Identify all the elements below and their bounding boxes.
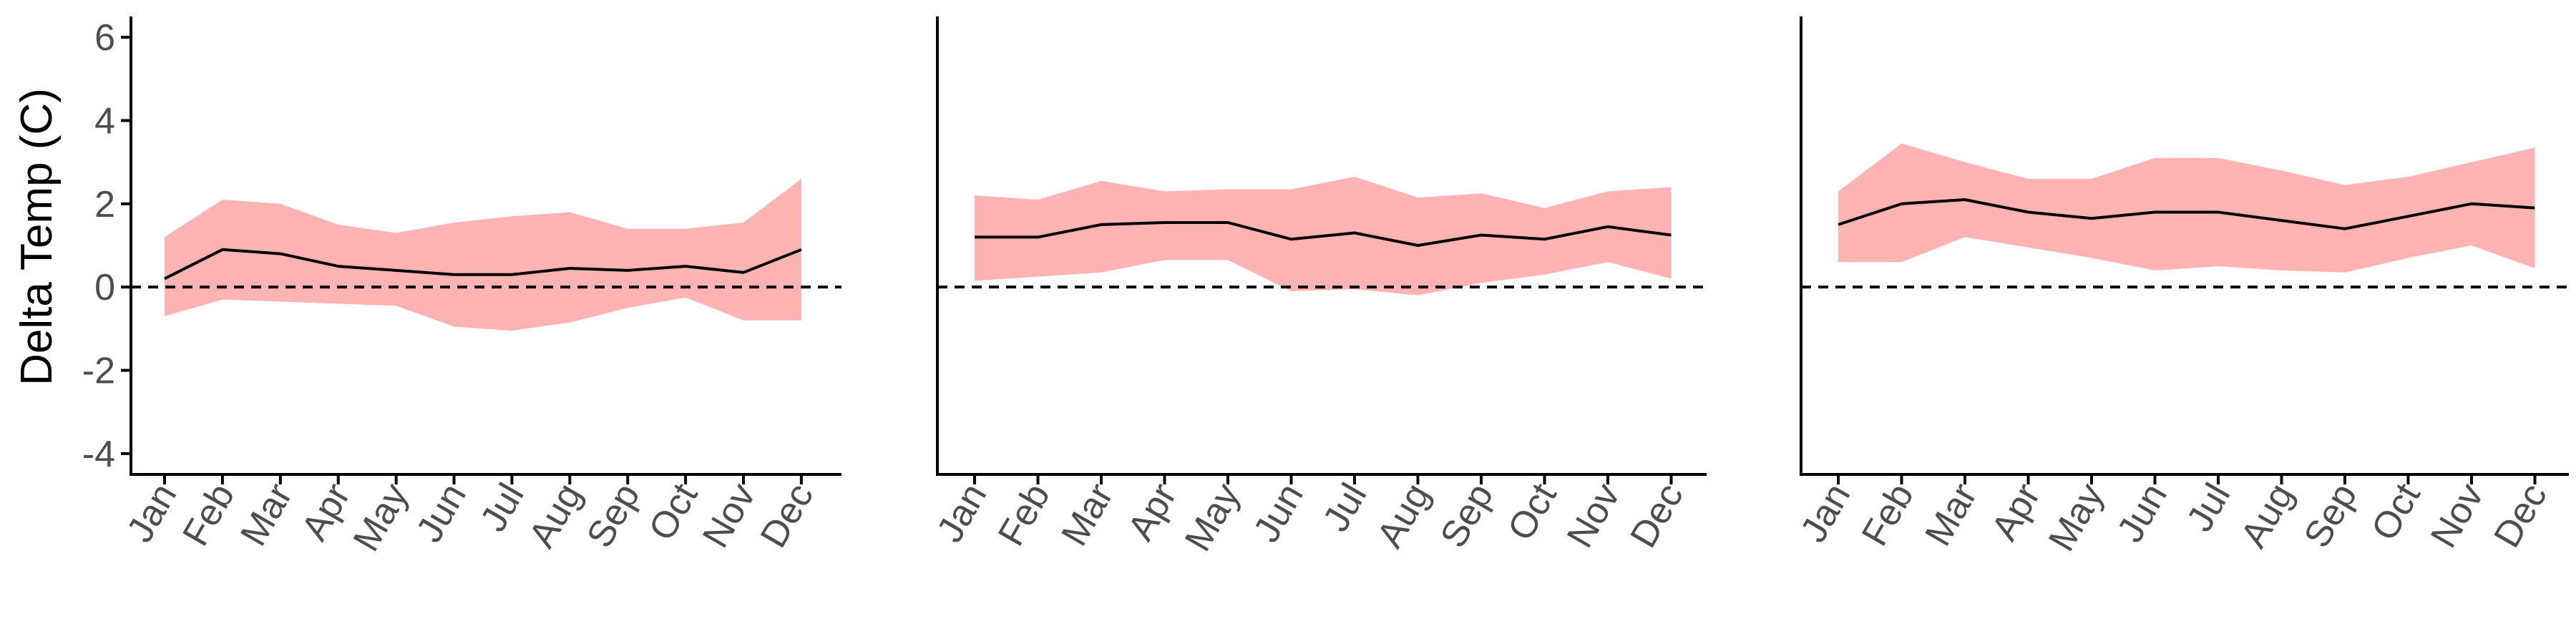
- x-tick-label: Dec: [1622, 477, 1691, 555]
- x-tick-label: Mar: [233, 477, 301, 553]
- x-tick-label: Sep: [2296, 477, 2365, 555]
- mean-line: [975, 221, 1672, 247]
- x-tick-label: Aug: [1369, 477, 1438, 555]
- y-tick-label: 4: [94, 100, 115, 142]
- x-tick-label: Dec: [2486, 477, 2555, 555]
- y-tick-label: -4: [82, 434, 115, 475]
- x-tick-label: Mar: [1053, 477, 1121, 553]
- x-tick-label: Oct: [641, 477, 706, 548]
- x-tick-label: Sep: [579, 477, 648, 555]
- x-tick-label: Aug: [521, 477, 590, 555]
- x-tick-label: Jul: [1315, 477, 1375, 539]
- x-tick-label: Nov: [695, 477, 763, 555]
- x-tick-label: Mar: [1917, 477, 1985, 553]
- confidence-band: [165, 178, 801, 331]
- x-tick-label: Jun: [1246, 477, 1312, 550]
- x-tick-label: Jan: [1792, 477, 1858, 550]
- x-tick-label: Feb: [175, 477, 243, 553]
- panel-1: JanFebMarAprMayJunJulAugSepOctNovDec-4-2…: [82, 16, 841, 558]
- x-tick-label: Nov: [1559, 477, 1628, 555]
- x-tick-label: Aug: [2233, 477, 2301, 555]
- x-tick-label: Dec: [753, 477, 821, 555]
- x-tick-label: Oct: [2363, 477, 2429, 548]
- y-axis-title: Delta Temp (C): [12, 88, 62, 386]
- x-tick-label: Apr: [1120, 477, 1185, 547]
- mean-line: [164, 248, 802, 280]
- x-tick-label: Jan: [929, 477, 995, 550]
- y-tick-label: 0: [94, 267, 115, 308]
- x-tick-label: Sep: [1433, 477, 1501, 555]
- x-tick-label: May: [2041, 477, 2112, 558]
- x-tick-label: Oct: [1500, 477, 1565, 548]
- y-tick-label: -2: [82, 351, 115, 392]
- x-tick-label: Jan: [119, 477, 185, 550]
- y-tick-label: 2: [94, 184, 115, 225]
- x-tick-label: May: [1177, 477, 1248, 558]
- x-tick-label: Nov: [2423, 477, 2492, 555]
- x-tick-label: Jun: [409, 477, 474, 550]
- x-tick-label: May: [346, 477, 416, 558]
- x-tick-label: Apr: [1984, 477, 2049, 547]
- x-tick-label: Jul: [2179, 477, 2238, 539]
- mean-line: [1838, 198, 2535, 230]
- x-tick-label: Feb: [1854, 477, 1922, 553]
- x-tick-label: Feb: [990, 477, 1058, 553]
- confidence-band: [1838, 143, 2535, 273]
- y-tick-label: 6: [94, 17, 115, 59]
- x-tick-label: Jun: [2109, 477, 2175, 550]
